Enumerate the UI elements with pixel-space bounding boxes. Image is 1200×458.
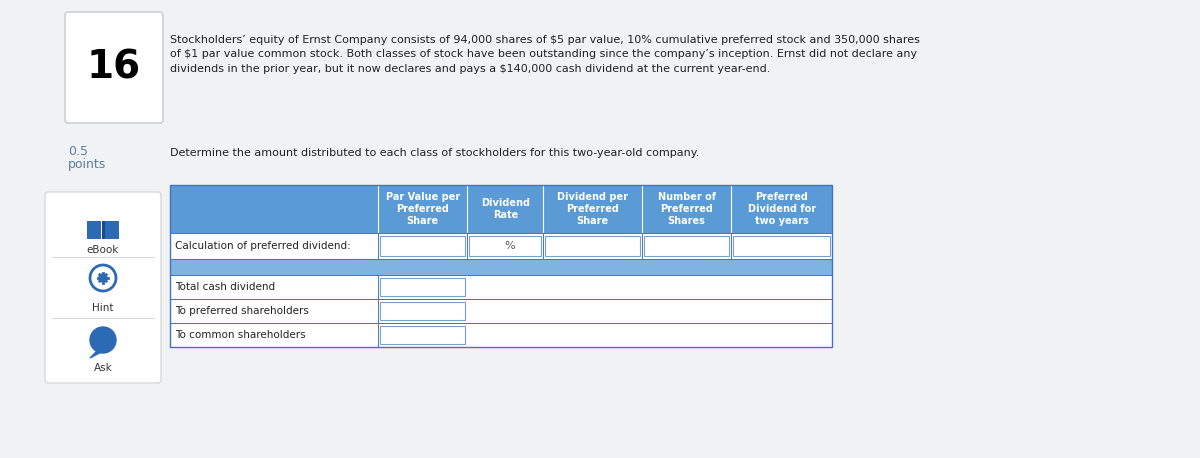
Text: Total cash dividend: Total cash dividend <box>175 282 275 292</box>
Bar <box>170 299 832 323</box>
Bar <box>380 302 466 320</box>
Text: %: % <box>504 241 515 251</box>
Bar <box>170 323 832 347</box>
Text: Stockholders’ equity of Ernst Company consists of 94,000 shares of $5 par value,: Stockholders’ equity of Ernst Company co… <box>170 35 920 74</box>
Bar <box>170 275 832 299</box>
Bar <box>644 236 730 256</box>
Bar <box>170 185 832 347</box>
Text: Number of
Preferred
Shares: Number of Preferred Shares <box>658 191 715 226</box>
Text: Par Value per
Preferred
Share: Par Value per Preferred Share <box>385 191 460 226</box>
Text: Preferred
Dividend for
two years: Preferred Dividend for two years <box>748 191 816 226</box>
Bar <box>88 221 101 239</box>
Bar <box>170 275 832 299</box>
Bar <box>469 236 541 256</box>
Bar <box>733 236 830 256</box>
Text: Determine the amount distributed to each class of stockholders for this two-year: Determine the amount distributed to each… <box>170 148 700 158</box>
Circle shape <box>98 274 107 282</box>
Text: 16: 16 <box>86 49 142 87</box>
Text: Hint: Hint <box>92 303 114 313</box>
Bar <box>170 233 832 259</box>
Text: Ask: Ask <box>94 363 113 373</box>
Bar <box>170 299 832 323</box>
FancyBboxPatch shape <box>46 192 161 383</box>
Polygon shape <box>90 350 106 358</box>
Text: To common shareholders: To common shareholders <box>175 330 306 340</box>
Bar <box>102 221 104 239</box>
Text: To preferred shareholders: To preferred shareholders <box>175 306 308 316</box>
Bar <box>106 221 119 239</box>
FancyBboxPatch shape <box>65 12 163 123</box>
Text: eBook: eBook <box>86 245 119 255</box>
Text: points: points <box>68 158 107 171</box>
Text: 0.5: 0.5 <box>68 145 88 158</box>
Bar <box>170 259 832 275</box>
Bar <box>380 326 466 344</box>
Circle shape <box>90 327 116 353</box>
Bar <box>170 233 832 259</box>
Bar <box>380 236 466 256</box>
Text: Dividend
Rate: Dividend Rate <box>481 198 530 220</box>
Bar <box>170 323 832 347</box>
Text: Calculation of preferred dividend:: Calculation of preferred dividend: <box>175 241 350 251</box>
Text: Dividend per
Preferred
Share: Dividend per Preferred Share <box>557 191 628 226</box>
Bar <box>170 185 832 233</box>
Bar <box>546 236 640 256</box>
Bar <box>380 278 466 296</box>
